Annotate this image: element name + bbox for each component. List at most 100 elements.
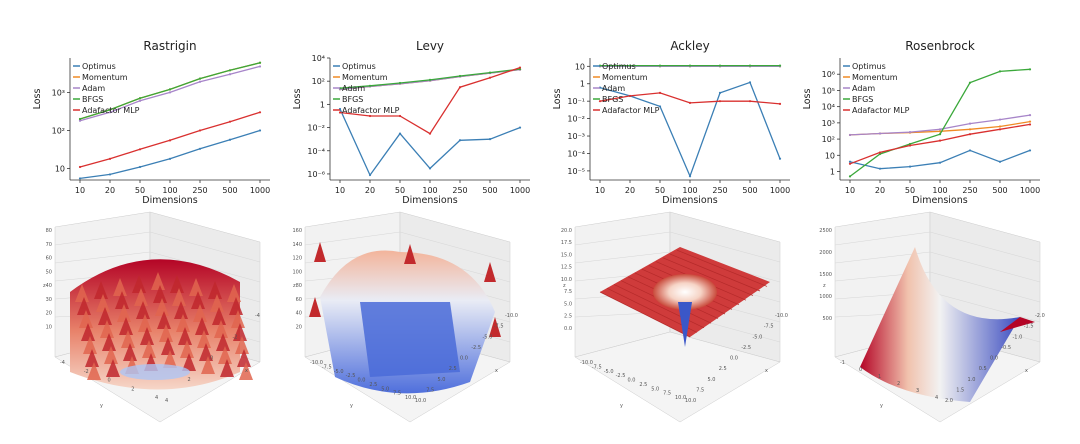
data-point-adafactor-mlp [488,76,492,79]
legend: Optimus Momentum Adam BFGS Adafactor MLP [73,62,140,115]
x-axis-label: y [880,403,883,409]
data-point-adafactor-mlp [628,94,632,98]
surface-ridge [676,249,768,287]
surface-peak [218,346,232,364]
z-tick-label: 160 [292,228,302,234]
z-tick-label: 80 [296,283,302,289]
surface-peak [314,242,326,262]
surface-peak [404,244,416,264]
data-point-adafactor-mlp [108,157,112,160]
y-tick-label: -2 [233,334,238,340]
surface-peak [79,310,93,328]
surface-ridge [599,291,691,338]
x-tick-label: -2.5 [346,373,356,379]
chart-title: Ackley [670,39,709,53]
z-tick-label: 140 [292,242,302,248]
z-tick-label: 2500 [819,228,832,234]
surface-peak [235,336,249,354]
y-tick-label: 7.5 [426,387,434,393]
surface-peak [178,327,192,345]
z-tick-label: 40 [296,311,302,317]
surface-peak [121,330,135,348]
surface-peak [212,307,226,325]
legend: Optimus Momentum Adam BFGS Adafactor MLP [843,62,910,115]
data-point-optimus [1028,149,1032,152]
surface-peak [140,327,154,345]
x-tick-label: -10.0 [310,360,323,366]
data-point-optimus [718,91,722,94]
y-tick-label: 10⁻⁵ [567,167,585,176]
data-point-adafactor-mlp [908,144,912,147]
data-point-adam [138,99,142,102]
z-tick-label: 80 [46,228,52,234]
data-point-momentum [1028,120,1032,123]
data-point-bfgs [748,64,752,67]
x-tick-label: 0.0 [628,378,636,384]
data-point-adafactor-mlp [968,133,972,136]
data-point-bfgs [688,64,692,67]
surface-peak [155,298,169,316]
y-tick-label: 10² [52,126,65,135]
x-tick-label: -10.0 [580,360,593,366]
data-point-adafactor-mlp [428,132,432,135]
z-tick-label: 500 [822,316,832,322]
surface-peak [214,320,228,338]
x-tick-label: 10 [335,186,345,195]
surface-peak [153,285,167,303]
legend-label: Adam [342,84,365,93]
data-point-bfgs [938,133,942,136]
legend-label: Optimus [82,62,116,71]
data-point-bfgs [848,175,852,178]
data-point-adam [998,118,1002,121]
x-tick-label: 100 [932,186,947,195]
x-tick-label: 100 [682,186,697,195]
y-tick-label: 10 [575,62,585,71]
data-point-optimus [428,167,432,170]
data-point-adafactor-mlp [718,100,722,103]
data-point-adafactor-mlp [458,86,462,89]
y-tick-label: 10⁻⁴ [307,147,325,156]
data-point-bfgs [228,69,232,72]
x-tick-label: 0 [108,378,111,384]
data-point-optimus [518,126,522,129]
x-tick-label: 20 [105,186,115,195]
x-axis-label: y [620,403,623,409]
data-point-bfgs [718,64,722,67]
x-axis-label: y [350,403,353,409]
data-point-adafactor-mlp [138,148,142,151]
y-tick-label: 1 [320,100,325,109]
surface-peak [96,294,110,312]
y-tick-label: 10.0 [685,398,696,404]
y-tick-label: 10 [825,151,835,160]
surface-peak [142,340,156,358]
data-point-optimus [998,160,1002,163]
y-tick-label: -5.0 [753,334,763,340]
surface-peak [182,353,196,371]
y-tick-label: 4 [165,398,168,404]
x-tick-label: 100 [162,186,177,195]
x-tick-label: 250 [452,186,467,195]
legend-label: Adafactor MLP [82,106,140,115]
data-point-optimus [138,165,142,169]
grid-line [929,291,1041,323]
data-point-optimus [778,157,782,160]
surface-peak [231,310,245,328]
z-tick-label: 1500 [819,272,832,278]
data-point-bfgs [518,68,522,71]
data-point-optimus [748,81,752,84]
x-tick-label: 5.0 [381,386,389,392]
data-point-adafactor-mlp [258,111,262,114]
z-tick-label: 2000 [819,250,832,256]
data-point-adam [848,133,852,137]
x-axis-label: y [100,403,103,409]
z-tick-label: 20 [46,311,52,317]
surface-peak [157,311,171,329]
surface-peak [159,324,173,342]
surface-peak [239,362,253,380]
x-tick-label: 1000 [1020,186,1040,195]
y-tick-label: 10² [822,135,835,144]
y-tick-label: -2.0 [1035,313,1045,319]
data-point-bfgs [778,64,782,67]
y-axis-label: Loss [292,89,303,110]
x-tick-label: 1 [878,374,881,380]
